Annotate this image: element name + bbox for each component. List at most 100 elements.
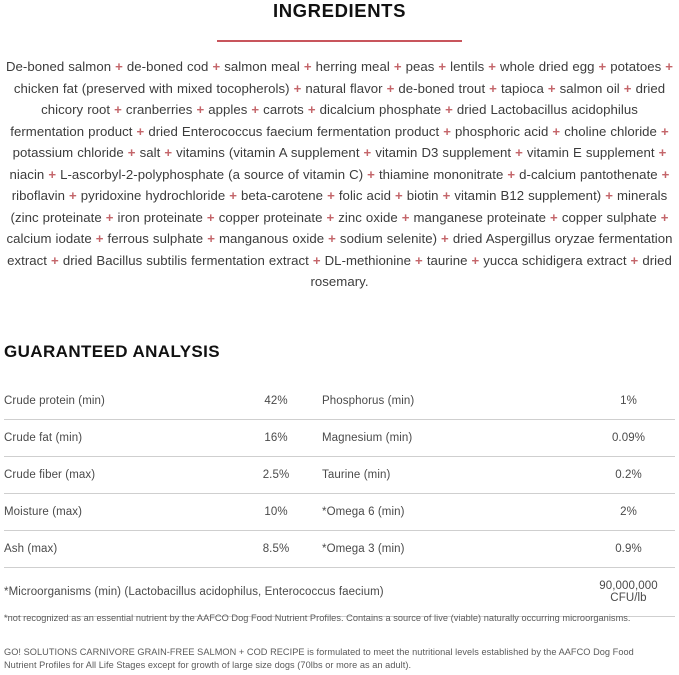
ingredient-item: salmon oil [559,80,620,96]
ingredient-item: yucca schidigera extract [483,252,627,268]
ingredient-item: thiamine mononitrate [378,166,504,182]
ingredient-separator-plus: + [503,166,520,182]
ingredient-separator-plus: + [160,145,177,160]
ga-value-right: 0.9% [615,543,642,555]
ingredient-item: dried chicory root [41,80,666,118]
ingredient-separator-plus: + [661,59,674,74]
ingredient-separator-plus: + [411,252,427,268]
ingredients-heading: INGREDIENTS [272,0,407,21]
ingredient-item: folic acid [338,188,391,203]
ingredient-separator-plus: + [594,59,611,74]
ingredient-item: manganous oxide [218,231,325,246]
ingredient-separator-plus: + [111,59,127,74]
ingredient-separator-plus: + [192,102,209,117]
ingredient-separator-plus: + [397,209,414,225]
ga-label-left: Crude protein (min) [4,395,105,407]
ingredient-separator-plus: + [654,145,667,160]
ga-value-left: 42% [264,395,288,407]
ingredient-item: herring meal [315,59,390,74]
ingredient-separator-plus: + [308,252,325,268]
ingredient-item: calcium iodate [6,231,92,246]
ingredient-separator-plus: + [303,102,320,117]
ingredient-separator-plus: + [65,188,81,203]
ingredient-separator-plus: + [202,209,219,225]
ingredient-item: riboflavin [11,188,66,203]
ingredient-item: natural flavor [305,80,383,96]
ga-value-right: 1% [620,395,637,407]
ingredient-separator-plus: + [511,145,527,160]
ingredient-item: carrots [263,102,304,117]
ingredient-separator-plus: + [626,252,643,268]
ga-label-right: *Omega 3 (min) [322,543,405,555]
ingredient-separator-plus: + [44,166,61,182]
ingredient-item: beta-carotene [241,188,324,203]
ingredient-item: taurine [426,252,468,268]
table-row: Ash (max) 8.5% *Omega 3 (min) 0.9% [4,531,675,568]
ingredient-item: niacin [9,166,45,182]
ga-label-left: Crude fat (min) [4,432,83,444]
ingredient-separator-plus: + [656,209,669,225]
ingredient-item: ferrous sulphate [107,231,204,246]
ingredient-separator-plus: + [441,102,457,117]
ingredient-separator-plus: + [382,80,399,96]
ingredient-item: vitamin B12 supplement) [454,188,602,203]
ga-value-left: 2.5% [262,469,290,481]
title-divider-rule [217,40,462,42]
ingredient-item: choline chloride [564,123,657,139]
ingredient-item: pyridoxine hydrochloride [80,188,226,203]
table-row: Crude fat (min) 16% Magnesium (min) 0.09% [4,420,675,457]
ingredient-separator-plus: + [299,59,316,74]
ga-value-left: 8.5% [262,543,290,555]
ga-label-left: Crude fiber (max) [4,469,96,481]
ingredient-item: dried rosemary. [310,252,672,290]
ingredient-item: minerals (zinc proteinate [10,188,668,225]
aafco-disclaimer: GO! SOLUTIONS CARNIVORE GRAIN-FREE SALMO… [4,647,634,670]
ingredient-item: tapioca [500,80,544,96]
table-row-microorganisms: *Microorganisms (min) (Lactobacillus aci… [4,568,675,617]
ingredient-separator-plus: + [47,252,63,268]
ingredient-separator-plus: + [437,231,453,246]
ingredient-item: peas [405,59,435,74]
ga-value-right: 0.09% [611,432,646,444]
ingredient-separator-plus: + [439,123,455,139]
guaranteed-analysis-section: GUARANTEED ANALYSIS Crude protein (min) 4… [0,341,679,617]
ingredient-item: biotin [406,188,439,203]
ingredient-separator-plus: + [363,166,379,182]
ga-label-right: Phosphorus (min) [322,395,415,407]
ingredient-item: sodium selenite) [339,231,438,246]
ingredient-separator-plus: + [390,188,407,203]
ingredient-item: d-calcium pantothenate [519,166,658,182]
ingredient-separator-plus: + [208,59,225,74]
ingredient-separator-plus: + [601,188,618,203]
ingredient-separator-plus: + [123,145,140,160]
microorganisms-label: *Microorganisms (min) (Lactobacillus aci… [4,586,384,598]
ingredient-separator-plus: + [438,188,455,203]
ingredient-item: DL-methionine [324,252,412,268]
ingredient-item: potatoes [610,59,662,74]
ingredient-item: dried Enterococcus faecium fermentation … [148,123,440,139]
ingredient-item: whole dried egg [500,59,595,74]
ga-value-left: 10% [264,506,288,518]
ingredient-separator-plus: + [91,231,108,246]
ingredient-item: zinc oxide [338,209,398,225]
ingredient-item: potassium chloride [12,145,124,160]
ga-value-right: 2% [620,506,637,518]
ingredient-item: copper sulphate [561,209,657,225]
ingredient-separator-plus: + [323,188,339,203]
ingredient-separator-plus: + [389,59,406,74]
ingredient-separator-plus: + [548,123,565,139]
footnote-asterisk-note: *not recognized as an essential nutrient… [4,613,631,623]
ingredient-item: chicken fat (preserved with mixed tocoph… [13,80,290,96]
ingredient-separator-plus: + [359,145,376,160]
ga-label-right: Taurine (min) [322,469,391,481]
ingredient-item: copper proteinate [218,209,323,225]
ingredient-item: dried Lactobacillus acidophilus fermenta… [10,102,638,139]
ingredient-item: cranberries [125,102,193,117]
ingredient-item: de-boned cod [126,59,209,74]
ingredient-separator-plus: + [543,80,560,96]
ingredient-separator-plus: + [225,188,242,203]
ingredient-separator-plus: + [657,166,670,182]
ingredient-item: lentils [450,59,485,74]
ingredient-item: salmon meal [224,59,300,74]
